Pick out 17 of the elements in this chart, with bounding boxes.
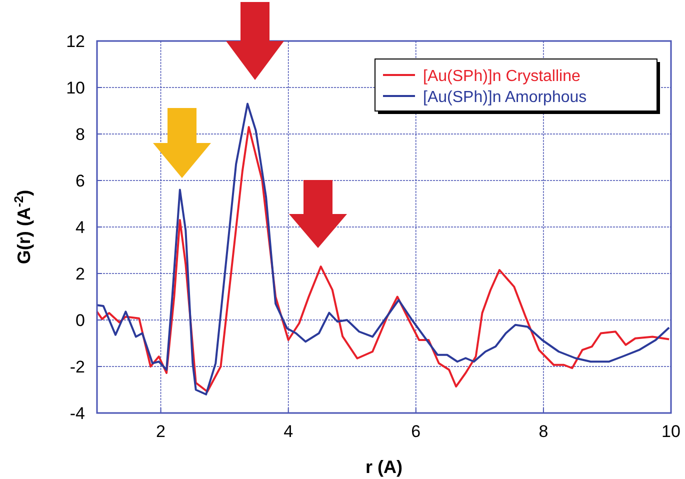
x-axis-title: r (A) [366,457,402,477]
legend-label: [Au(SPh)]n Amorphous [423,89,587,106]
y-tick-label: 4 [76,218,85,237]
y-tick-label: -4 [70,404,85,423]
y-tick-label: 10 [66,78,85,98]
y-tick-label: 0 [76,311,85,330]
x-tick-label: 4 [284,422,294,441]
x-tick-label: 10 [662,422,680,441]
y-tick-label: -2 [70,358,85,376]
y-tick-label: 6 [76,172,85,190]
y-tick-label: 8 [76,125,85,144]
legend-label: [Au(SPh)]n Crystalline [423,68,580,85]
y-tick-label: 2 [76,264,85,284]
x-tick-label: 6 [411,422,421,441]
x-tick-label: 2 [156,422,166,441]
x-tick-label: 8 [538,422,548,441]
y-tick-label: 12 [66,32,85,51]
